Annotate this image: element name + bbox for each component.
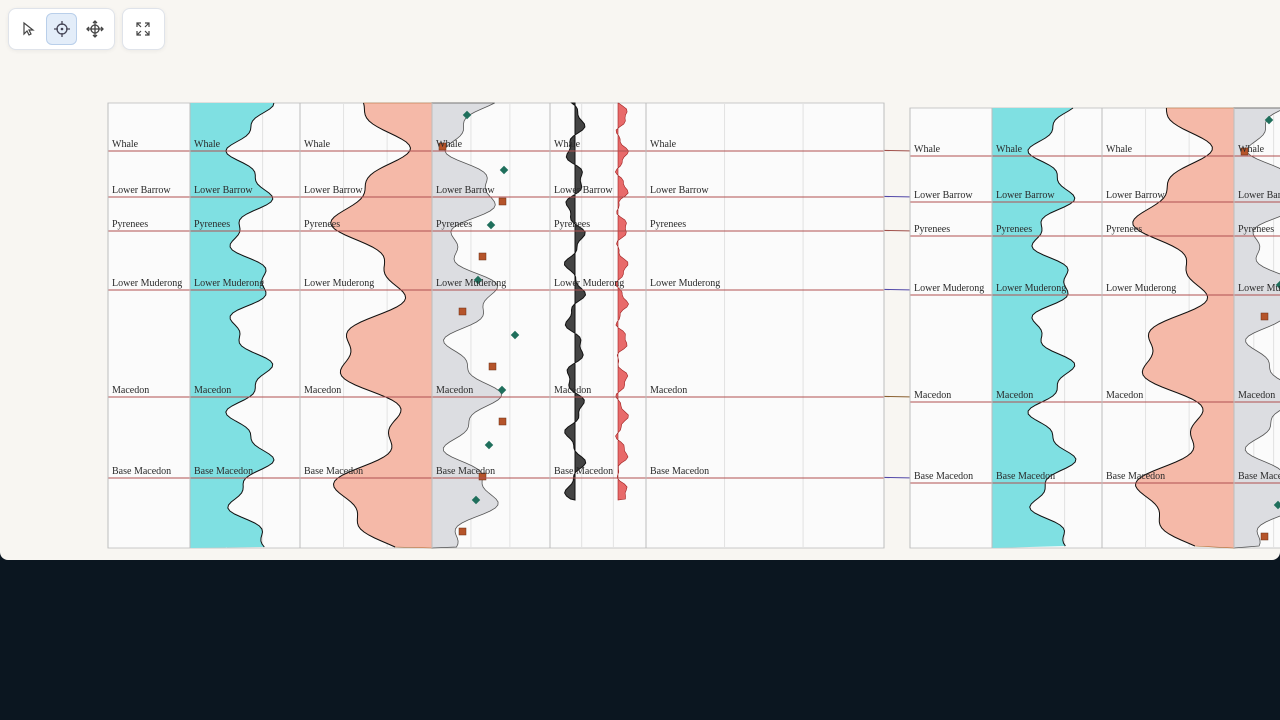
top-label: Macedon: [1238, 390, 1275, 401]
top-label: Macedon: [194, 385, 231, 396]
top-label: Lower Muderong: [1238, 283, 1280, 294]
sample-square: [458, 527, 467, 536]
sample-square: [458, 307, 467, 316]
sample-diamond: [462, 110, 472, 120]
top-label: Whale: [1238, 144, 1265, 155]
top-label: Lower Muderong: [194, 278, 264, 289]
crosshair-tool[interactable]: [45, 13, 78, 45]
top-label: Pyrenees: [996, 224, 1032, 235]
top-label: Pyrenees: [304, 219, 340, 230]
top-label: Lower Barrow: [112, 185, 171, 196]
top-label: Whale: [304, 139, 331, 150]
sample-diamond: [473, 275, 483, 285]
top-label: Lower Barrow: [1238, 190, 1280, 201]
top-label: Whale: [650, 139, 677, 150]
toolbar-view: [122, 8, 165, 50]
sample-diamond: [1275, 280, 1280, 290]
top-label: Lower Barrow: [650, 185, 709, 196]
sample-square: [488, 362, 497, 371]
top-label: Lower Muderong: [436, 278, 506, 289]
top-label: Pyrenees: [112, 219, 148, 230]
top-label: Whale: [1106, 144, 1133, 155]
top-label: Lower Barrow: [996, 190, 1055, 201]
top-label: Lower Barrow: [304, 185, 363, 196]
top-label: Base Macedon: [996, 471, 1055, 482]
top-label: Base Macedon: [436, 466, 495, 477]
top-label: Macedon: [1106, 390, 1143, 401]
sample-square: [498, 417, 507, 426]
sample-square: [1260, 532, 1269, 541]
wiggle-red: [614, 102, 629, 501]
top-label: Base Macedon: [650, 466, 709, 477]
top-label: Lower Muderong: [914, 283, 984, 294]
sample-diamond: [471, 495, 481, 505]
sample-diamond: [486, 220, 496, 230]
top-label: Base Macedon: [1106, 471, 1165, 482]
gamma-fill: [992, 108, 1076, 548]
top-label: Base Macedon: [1238, 471, 1280, 482]
top-label: Macedon: [554, 385, 591, 396]
sample-diamond: [499, 165, 509, 175]
top-label: Macedon: [304, 385, 341, 396]
top-label: Lower Barrow: [554, 185, 613, 196]
sample-square: [498, 197, 507, 206]
top-label: Whale: [554, 139, 581, 150]
top-label: Macedon: [436, 385, 473, 396]
top-label: Base Macedon: [112, 466, 171, 477]
density-fill: [1233, 107, 1280, 549]
sample-square: [478, 252, 487, 261]
sample-diamond: [1273, 500, 1280, 510]
top-label: Macedon: [914, 390, 951, 401]
top-label: Lower Barrow: [194, 185, 253, 196]
top-label: Whale: [194, 139, 221, 150]
top-label: Lower Barrow: [1106, 190, 1165, 201]
top-label: Whale: [436, 139, 463, 150]
top-label: Pyrenees: [194, 219, 230, 230]
top-label: Pyrenees: [650, 219, 686, 230]
top-label: Whale: [112, 139, 139, 150]
select-tool[interactable]: [13, 13, 44, 45]
top-label: Lower Barrow: [436, 185, 495, 196]
top-label: Lower Muderong: [112, 278, 182, 289]
top-label: Lower Muderong: [1106, 283, 1176, 294]
top-label: Whale: [914, 144, 941, 155]
sample-diamond: [510, 330, 520, 340]
sample-square: [1240, 147, 1249, 156]
sample-diamond: [497, 385, 507, 395]
gamma-fill: [190, 103, 274, 548]
top-label: Base Macedon: [304, 466, 363, 477]
top-label: Macedon: [650, 385, 687, 396]
pan-tool[interactable]: [79, 13, 110, 45]
resistivity-curve: [1132, 107, 1213, 547]
top-label: Pyrenees: [1238, 224, 1274, 235]
wiggle: [563, 102, 587, 501]
top-label: Base Macedon: [554, 466, 613, 477]
top-label: Whale: [996, 144, 1023, 155]
top-label: Lower Muderong: [554, 278, 624, 289]
top-label: Lower Muderong: [996, 283, 1066, 294]
sample-diamond: [484, 440, 494, 450]
top-label: Macedon: [112, 385, 149, 396]
sample-square: [1260, 312, 1269, 321]
app: Whale Whale Whale Whale Whale Whale Lower Barr…: [0, 0, 1280, 560]
top-label: Lower Muderong: [650, 278, 720, 289]
top-label: Macedon: [996, 390, 1033, 401]
gamma-curve: [1027, 107, 1077, 547]
correlation-panel: Whale Whale Whale Whale Whale Whale Lower Barr…: [107, 102, 1280, 549]
top-label: Lower Muderong: [304, 278, 374, 289]
gamma-curve: [225, 102, 275, 548]
top-label: Pyrenees: [1106, 224, 1142, 235]
toolbar: [8, 8, 115, 50]
sample-square: [478, 472, 487, 481]
top-label: Base Macedon: [914, 471, 973, 482]
top-label: Base Macedon: [194, 466, 253, 477]
top-label: Pyrenees: [554, 219, 590, 230]
top-label: Lower Barrow: [914, 190, 973, 201]
resistivity-curve: [330, 102, 412, 548]
fullscreen-button[interactable]: [127, 13, 159, 45]
top-label: Pyrenees: [914, 224, 950, 235]
top-label: Pyrenees: [436, 219, 472, 230]
sample-square: [438, 142, 447, 151]
